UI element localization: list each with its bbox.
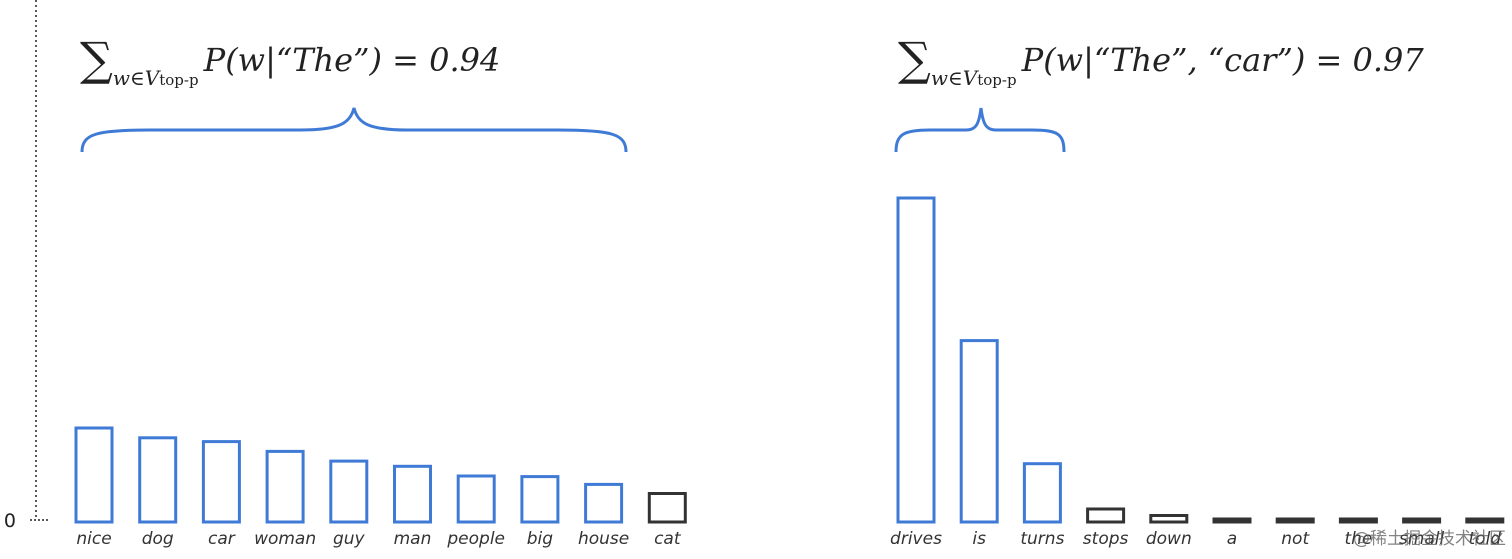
bar-series-right [896, 196, 1505, 524]
bar-turns [1022, 462, 1062, 524]
sum-symbol: ∑ [898, 32, 931, 86]
brace-right [894, 107, 1066, 153]
category-label-car: car [208, 529, 236, 549]
category-label-down: down [1146, 529, 1192, 549]
brace-left [80, 107, 628, 153]
bar-down [1149, 514, 1189, 524]
bar-told [1465, 517, 1505, 524]
category-label-man: man [394, 529, 432, 549]
formula-expression: P(w|“The”) = 0.94 [203, 41, 501, 79]
formula-left: ∑w∈Vtop-p P(w|“The”) = 0.94 [80, 32, 500, 90]
curly-brace-top-p-right [894, 107, 1066, 153]
bar-dog [138, 436, 178, 524]
watermark: @稀土掘金技术社区 [1353, 529, 1506, 549]
bar-nice [74, 426, 114, 524]
category-label-small: small [1399, 529, 1445, 549]
category-label-turns: turns [1020, 529, 1064, 549]
category-label-house: house [578, 529, 629, 549]
subscript-text: w∈V [112, 66, 160, 90]
sum-subscript: w∈Vtop-p [113, 66, 199, 90]
bar-woman [265, 449, 305, 524]
category-label-is: is [972, 529, 986, 549]
category-label-drives: drives [890, 529, 942, 549]
bar-people [456, 474, 496, 524]
sum-subscript: w∈Vtop-p [931, 66, 1017, 90]
category-label-told: told [1469, 529, 1502, 549]
subscript-text: w∈V [930, 66, 978, 90]
subscript-sub-text: top-p [977, 71, 1017, 89]
bar-man [393, 464, 432, 524]
bar-cat [647, 492, 687, 524]
bar-is [959, 339, 999, 524]
bar-not [1275, 517, 1315, 524]
category-label-a: a [1227, 529, 1237, 549]
bar-series-left [74, 426, 687, 524]
bar-stops [1086, 507, 1126, 524]
category-labels-left: nice dog car woman guy man people big house cat [76, 529, 682, 549]
category-label-the: the [1344, 529, 1372, 549]
y-tick-label-0: 0 [4, 510, 16, 532]
bar-big [520, 475, 560, 524]
bar-a [1212, 517, 1252, 524]
bar-the [1338, 517, 1378, 524]
y-axis: 0 [4, 0, 48, 532]
subscript-sub-text: top-p [159, 71, 199, 89]
bar-house [584, 482, 624, 524]
category-label-nice: nice [76, 529, 111, 549]
category-label-not: not [1281, 529, 1310, 549]
bar-small [1402, 517, 1442, 524]
bar-car [201, 440, 241, 524]
category-label-big: big [527, 529, 554, 549]
bar-drives [896, 196, 936, 524]
sum-symbol: ∑ [80, 32, 113, 86]
category-labels-right: drives is turns stops down a not the small told [890, 529, 1501, 549]
category-label-people: people [446, 529, 505, 549]
category-label-cat: cat [654, 529, 682, 549]
curly-brace-top-p-left [80, 107, 628, 153]
category-label-dog: dog [142, 529, 174, 549]
category-label-stops: stops [1083, 529, 1129, 549]
category-label-woman: woman [254, 529, 316, 549]
bar-guy [329, 459, 369, 524]
category-label-guy: guy [333, 529, 366, 549]
formula-expression: P(w|“The”, “car”) = 0.97 [1021, 41, 1424, 79]
formula-right: ∑w∈Vtop-p P(w|“The”, “car”) = 0.97 [898, 32, 1424, 90]
